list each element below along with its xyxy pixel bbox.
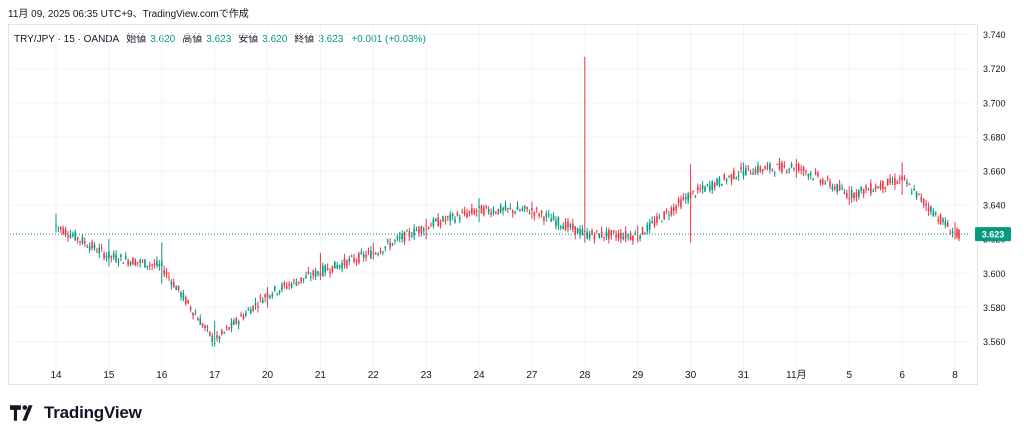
- legend-high-value: 3.623: [206, 34, 232, 45]
- price-tick-label: 3.680: [983, 132, 1006, 142]
- price-axis[interactable]: 3.740 3.720 3.700 3.680 3.660 3.640 3.620 3.600…: [983, 30, 1006, 347]
- price-tick-label: 3.620: [983, 235, 1006, 245]
- price-tick-label: 3.580: [983, 303, 1006, 313]
- legend-open-value: 3.620: [150, 34, 176, 45]
- legend-high-label: 高値: [182, 34, 203, 45]
- legend-low-label: 安値: [238, 34, 259, 45]
- legend-close-value: 3.623: [318, 34, 344, 45]
- price-tick-label: 3.560: [983, 337, 1006, 347]
- tradingview-logo-icon: [10, 405, 33, 421]
- snapshot-caption: 11月 09, 2025 06:35 UTC+9、TradingView.com…: [8, 9, 249, 20]
- legend-open-label: 始値: [126, 34, 147, 45]
- ohlc-legend: TRY/JPY · 15 · OANDA 始値 3.620 高値 3.623 安値 3…: [14, 30, 426, 45]
- tradingview-logo[interactable]: TradingView: [10, 403, 142, 423]
- chart-frame: [8, 24, 978, 385]
- legend-change: +0.001 (+0.03%): [351, 34, 426, 45]
- tradingview-logo-text: TradingView: [44, 403, 142, 422]
- price-tick-label: 3.740: [983, 30, 1006, 40]
- legend-low-value: 3.620: [262, 34, 288, 45]
- price-tick-label: 3.700: [983, 98, 1006, 108]
- price-tick-label: 3.640: [983, 201, 1006, 211]
- last-price-badge: [975, 227, 1011, 242]
- legend-symbol[interactable]: TRY/JPY · 15 · OANDA: [14, 34, 120, 45]
- price-tick-label: 3.720: [983, 64, 1006, 74]
- last-price-label: 3.623: [982, 230, 1005, 240]
- price-tick-label: 3.660: [983, 166, 1006, 176]
- price-tick-label: 3.600: [983, 269, 1006, 279]
- legend-close-label: 終値: [294, 34, 315, 45]
